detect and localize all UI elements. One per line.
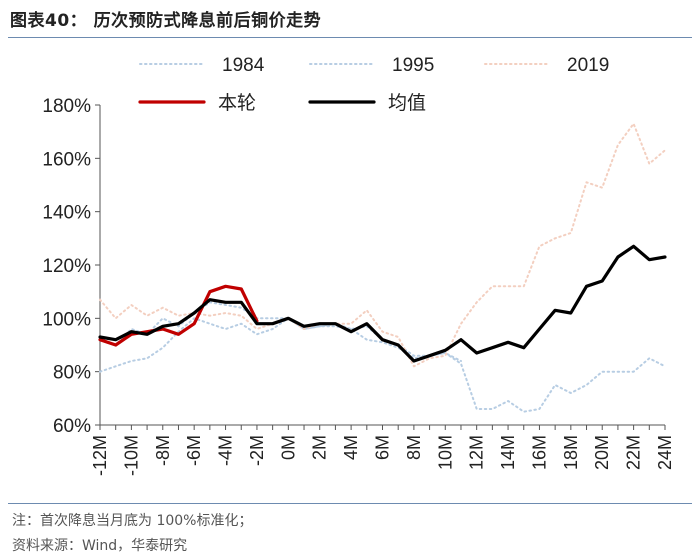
x-tick-label: 14M (498, 435, 518, 470)
y-tick-label: 160% (42, 149, 91, 170)
y-tick-label: 120% (42, 256, 91, 277)
x-tick-label: -6M (184, 435, 204, 466)
y-tick-label: 100% (42, 309, 91, 330)
source-note: 资料来源：Wind，华泰研究 (12, 538, 188, 554)
x-tick-label: 20M (592, 435, 612, 470)
y-tick-label: 180% (42, 96, 91, 117)
y-tick-label: 80% (53, 363, 91, 384)
x-tick-label: 22M (624, 435, 644, 470)
y-tick-label: 140% (42, 203, 91, 224)
series-line-1984 (99, 317, 666, 413)
footer-divider (8, 503, 692, 504)
y-tick-label: 60% (53, 416, 91, 437)
series-layer (98, 122, 667, 413)
footnote: 注：首次降息当月底为 100%标准化； (12, 513, 253, 529)
x-tick-label: 4M (341, 435, 361, 460)
x-tick-label: 0M (278, 435, 298, 460)
x-tick-label: 12M (467, 435, 487, 470)
legend-label-1984: 1984 (222, 55, 265, 76)
chart-title: 图表40： 历次预防式降息前后铜价走势 (10, 11, 322, 31)
x-tick-label: -4M (216, 435, 236, 466)
legend-label-1995: 1995 (392, 55, 434, 76)
axes: 60% 80% 100% 120% 140% 160% 180% -12M -10M -8M -6M… (42, 96, 675, 476)
x-tick-label: -12M (90, 435, 110, 476)
title-divider (8, 37, 692, 38)
legend-label-均值: 均值 (388, 92, 426, 114)
legend-label-本轮: 本轮 (218, 92, 256, 114)
legend-label-2019: 2019 (567, 55, 609, 76)
series-line-本轮 (98, 284, 259, 347)
x-tick-label: 2M (310, 435, 330, 460)
x-tick-label: 6M (373, 435, 393, 460)
x-tick-label: 16M (529, 435, 549, 470)
x-tick-label: 8M (404, 435, 424, 460)
x-tick-label: -2M (247, 435, 267, 466)
x-tick-label: 24M (655, 435, 675, 470)
x-tick-label: -10M (121, 435, 141, 476)
series-line-均值 (98, 244, 667, 363)
line-chart: 1984 1995 2019 本轮 均值 60% 80% 100% 120% 140% 160% 1… (42, 55, 675, 476)
legend: 1984 1995 2019 本轮 均值 (138, 55, 609, 114)
x-tick-label: 18M (561, 435, 581, 470)
x-tick-label: 10M (435, 435, 455, 470)
x-tick-label: -8M (153, 435, 173, 466)
